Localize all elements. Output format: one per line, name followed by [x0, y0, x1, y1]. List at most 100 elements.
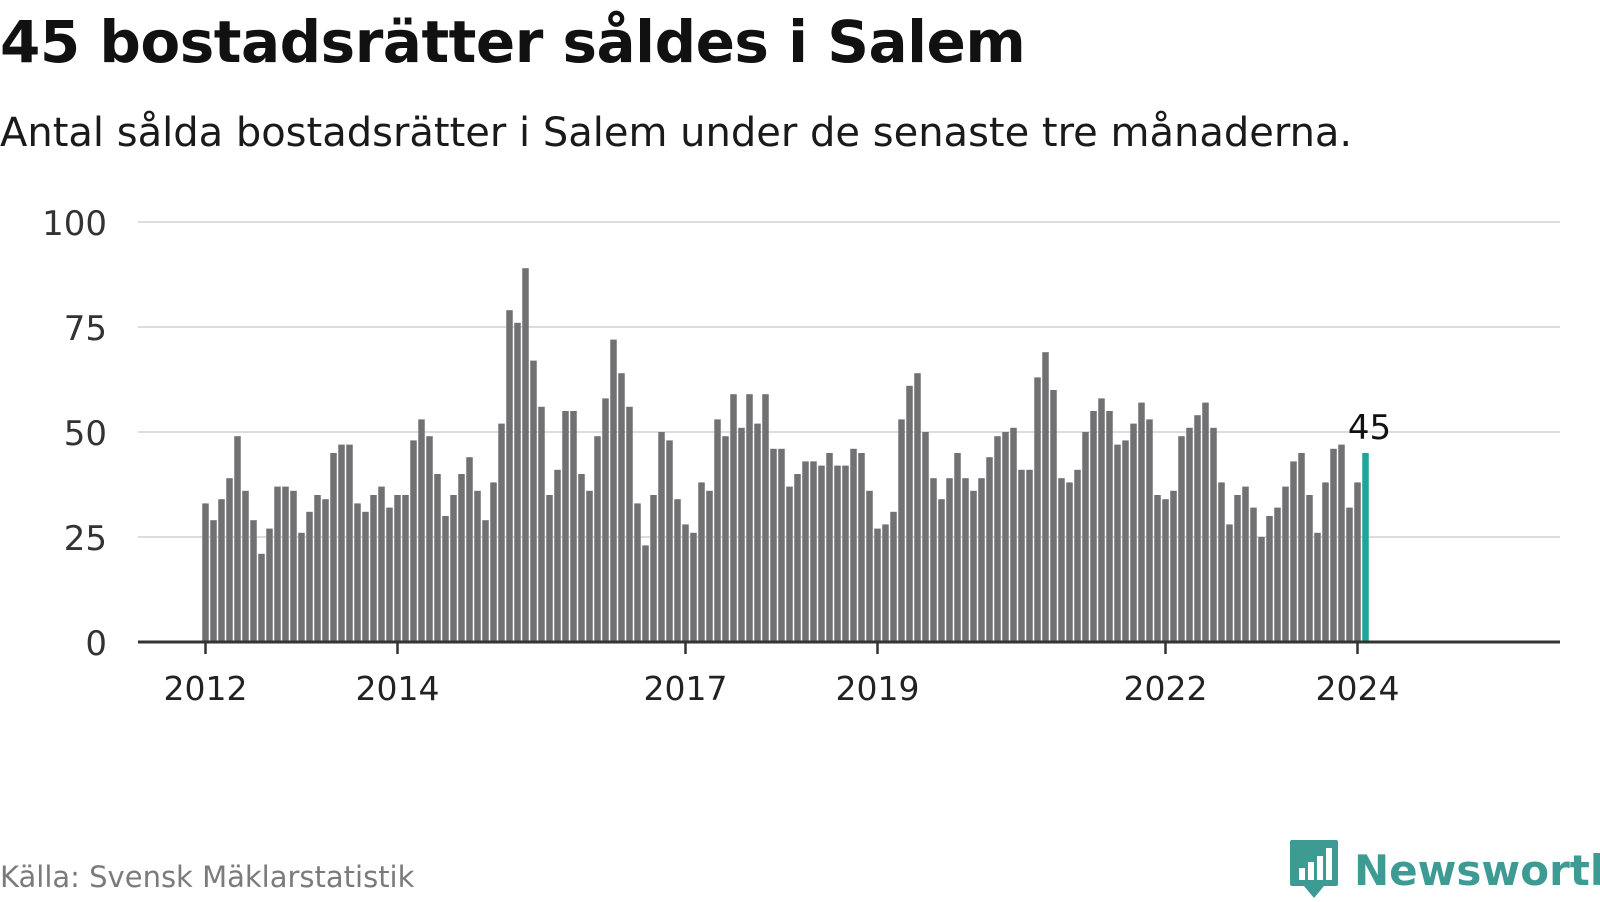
bar: [826, 453, 833, 642]
bar: [1138, 402, 1145, 642]
highlight-bar: [1362, 453, 1369, 642]
bar: [770, 448, 777, 642]
bar: [738, 427, 745, 642]
bar: [378, 486, 385, 642]
bar: [578, 474, 585, 642]
bar: [1114, 444, 1121, 642]
bar: [1002, 432, 1009, 642]
bar: [546, 495, 553, 642]
bar: [234, 436, 241, 642]
bar: [978, 478, 985, 642]
newsworthy-logo-icon: [1290, 840, 1338, 898]
y-tick-label: 25: [64, 519, 107, 559]
bar: [922, 432, 929, 642]
bar: [290, 490, 297, 642]
bar: [1042, 352, 1049, 642]
bar: [730, 394, 737, 642]
bar: [386, 507, 393, 642]
bar: [690, 532, 697, 642]
bar: [850, 448, 857, 642]
bar: [1322, 482, 1329, 642]
bar: [810, 461, 817, 642]
bar: [786, 486, 793, 642]
bar: [434, 474, 441, 642]
bar: [570, 411, 577, 642]
bar: [626, 406, 633, 642]
bar: [906, 385, 913, 642]
bar: [338, 444, 345, 642]
bar: [202, 503, 209, 642]
bar: [1154, 495, 1161, 642]
x-axis-labels: 2012 2014 2017 2019 2022 2024: [164, 669, 1400, 708]
x-tick-label: 2022: [1124, 669, 1208, 708]
bar: [754, 423, 761, 642]
bar: [714, 419, 721, 642]
bar: [890, 511, 897, 642]
bar: [778, 448, 785, 642]
bar: [506, 310, 513, 642]
x-axis: [138, 640, 1560, 654]
bar: [1018, 469, 1025, 642]
x-tick-label: 2012: [164, 669, 248, 708]
brand: Newsworthy: [1288, 838, 1600, 902]
bar: [818, 465, 825, 642]
bar: [1218, 482, 1225, 642]
bar: [706, 490, 713, 642]
bar: [1170, 490, 1177, 642]
bar: [1106, 411, 1113, 642]
bar: [634, 503, 641, 642]
bar: [1082, 432, 1089, 642]
bar: [834, 465, 841, 642]
y-tick-label: 75: [64, 309, 107, 349]
bar: [1090, 411, 1097, 642]
bars: [202, 268, 1369, 642]
bar: [1250, 507, 1257, 642]
bar: [794, 474, 801, 642]
bar: [882, 524, 889, 642]
highlight-value-label: 45: [1348, 408, 1391, 448]
y-axis-labels: 0 25 50 75 100: [42, 204, 107, 664]
bar: [354, 503, 361, 642]
bar: [426, 436, 433, 642]
bar: [266, 528, 273, 642]
bar: [402, 495, 409, 642]
bar: [594, 436, 601, 642]
bar: [1338, 444, 1345, 642]
bar: [1058, 478, 1065, 642]
y-tick-label: 50: [64, 414, 107, 454]
bar: [722, 436, 729, 642]
annotations: 45: [1348, 408, 1391, 448]
bar: [1282, 486, 1289, 642]
bar: [242, 490, 249, 642]
bar: [498, 423, 505, 642]
bar: [554, 469, 561, 642]
bar: [842, 465, 849, 642]
bar: [658, 432, 665, 642]
bar: [1098, 398, 1105, 642]
bar: [514, 322, 521, 642]
bar: [1034, 377, 1041, 642]
bar: [1330, 448, 1337, 642]
bar: [650, 495, 657, 642]
x-tick-label: 2014: [356, 669, 440, 708]
bar: [1314, 532, 1321, 642]
brand-name: Newsworthy: [1354, 845, 1600, 895]
page-title: 45 bostadsrätter såldes i Salem: [0, 8, 1026, 76]
bar: [666, 440, 673, 642]
bar: [322, 499, 329, 642]
bar: [1210, 427, 1217, 642]
bar: [698, 482, 705, 642]
bar: [474, 490, 481, 642]
bar: [442, 516, 449, 642]
bar: [970, 490, 977, 642]
bar: [458, 474, 465, 642]
bar: [314, 495, 321, 642]
bar: [538, 406, 545, 642]
bar: [954, 453, 961, 642]
bar: [1234, 495, 1241, 642]
bar: [1178, 436, 1185, 642]
bar-chart: 0 25 50 75 100 2012 2014 2017 2019 2022 2024 45: [42, 204, 1560, 708]
bar: [1242, 486, 1249, 642]
bar: [1010, 427, 1017, 642]
bar: [530, 360, 537, 642]
